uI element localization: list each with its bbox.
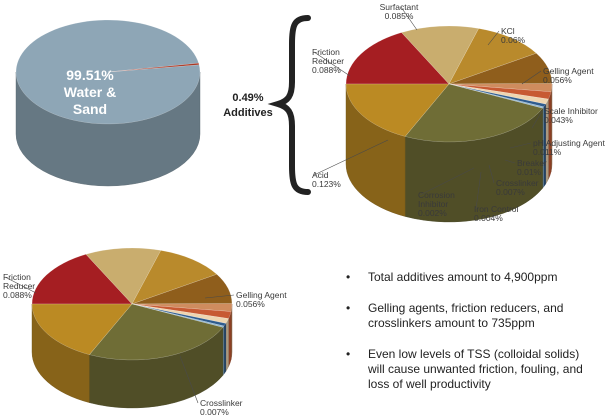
top-leader-surfactant bbox=[400, 6, 418, 31]
bottom-pie-side-iron-control bbox=[223, 322, 227, 375]
bottom-pie-slice-acid bbox=[88, 303, 224, 361]
top-label-crosslinker: Crosslinker bbox=[496, 178, 539, 188]
top-label-acid: Acid bbox=[312, 170, 329, 180]
bottom-pie-slice-corrosion-inhibitor bbox=[131, 303, 225, 328]
additives-label: Additives bbox=[223, 107, 273, 119]
bottom-pie-side-breaker bbox=[228, 311, 232, 367]
top-pie-slice-crosslinker bbox=[448, 83, 549, 105]
key-additives-pie bbox=[31, 247, 233, 409]
bottom-pie-slice-gelling-agent bbox=[131, 250, 218, 305]
top-label-friction-reducer: Reducer bbox=[312, 56, 344, 66]
bottom-pie-slice-ph-adjusting-agent bbox=[131, 303, 233, 312]
top-value-acid: 0.123% bbox=[312, 179, 341, 189]
bullet-dot-icon: • bbox=[346, 347, 351, 361]
bottom-label-gelling-agent: Gelling Agent bbox=[236, 290, 287, 300]
top-pie-slice-gelling-agent bbox=[448, 28, 537, 85]
top-value-friction-reducer: 0.088% bbox=[312, 65, 341, 75]
bottom-value-friction-reducer: 0.088% bbox=[3, 290, 32, 300]
top-value-iron-control: 0.004% bbox=[474, 213, 503, 223]
top-label-corrosion-inhibitor: Corrosion bbox=[418, 190, 455, 200]
top-leader-kcl bbox=[487, 30, 500, 46]
bottom-pie-slice-surfactant bbox=[31, 254, 133, 305]
bottom-pie-slice-iron-control bbox=[131, 303, 227, 327]
bullet-item: • Gelling agents, friction reducers, and … bbox=[336, 301, 598, 331]
bottom-pie-slice-scale-inhibitor bbox=[131, 274, 233, 305]
bottom-leader-friction-reducer bbox=[4, 276, 37, 294]
top-label-scale-inhibitor: Scale Inhibitor bbox=[544, 106, 598, 116]
top-pie-slice-iron-control bbox=[448, 83, 547, 108]
top-label-friction-reducer: Friction bbox=[312, 47, 340, 57]
top-pie-slice-corrosion-inhibitor bbox=[448, 83, 545, 109]
additives-breakdown-pie bbox=[345, 25, 553, 223]
top-pie-slice-scale-inhibitor bbox=[448, 52, 553, 85]
bullet-dot-icon: • bbox=[346, 270, 351, 284]
water-pie-slice-water-sand bbox=[15, 19, 201, 125]
bottom-value-crosslinker: 0.007% bbox=[200, 407, 229, 417]
top-value-surfactant: 0.085% bbox=[385, 11, 414, 21]
top-label-iron-control: Iron Control bbox=[474, 204, 519, 214]
top-leader-ph-adjusting-agent bbox=[509, 142, 532, 149]
top-label-surfactant: Surfactant bbox=[380, 2, 419, 12]
top-leader-scale-inhibitor bbox=[531, 110, 543, 129]
bullet-dot-icon: • bbox=[346, 301, 351, 315]
bottom-pie-slice-kcl bbox=[85, 247, 162, 305]
top-label-kcl: KCl bbox=[501, 26, 515, 36]
water-pie-labels: 99.51% Water & Sand 0.49% Additives bbox=[64, 67, 273, 119]
top-label-breaker: Breaker bbox=[517, 158, 547, 168]
top-value-corrosion-inhibitor: 0.002% bbox=[418, 208, 447, 218]
water-pie-slice-additives bbox=[107, 62, 200, 73]
bullet-text: Even low levels of TSS (colloidal solids… bbox=[368, 347, 583, 391]
water-sand-pct: 99.51% bbox=[66, 67, 114, 83]
top-value-gelling-agent: 0.056% bbox=[543, 75, 572, 85]
top-value-breaker: 0.01% bbox=[517, 167, 542, 177]
top-pie-slice-surfactant bbox=[345, 32, 450, 85]
top-leader-breaker bbox=[504, 159, 516, 164]
top-value-scale-inhibitor: 0.043% bbox=[544, 115, 573, 125]
bottom-pie-side-crosslinker bbox=[225, 318, 229, 373]
top-value-kcl: 0.06% bbox=[501, 35, 526, 45]
bottom-value-gelling-agent: 0.056% bbox=[236, 299, 265, 309]
top-pie-slice-acid bbox=[404, 83, 544, 143]
top-leader-iron-control bbox=[475, 171, 482, 210]
top-value-crosslinker: 0.007% bbox=[496, 187, 525, 197]
bottom-label-friction-reducer: Reducer bbox=[3, 281, 35, 291]
water-sand-label-line1: Water & bbox=[64, 84, 116, 100]
top-label-ph-adjusting-agent: pH Adjusting Agent bbox=[533, 138, 605, 148]
top-pie-slice-kcl bbox=[401, 25, 480, 85]
bottom-label-crosslinker: Crosslinker bbox=[200, 398, 243, 408]
water-sand-label-line2: Sand bbox=[73, 101, 107, 117]
bullet-item: • Total additives amount to 4,900ppm bbox=[336, 270, 598, 285]
top-leader-corrosion-inhibitor bbox=[419, 167, 475, 196]
bullet-text: Gelling agents, friction reducers, and c… bbox=[368, 301, 564, 330]
bullet-text: Total additives amount to 4,900ppm bbox=[368, 270, 558, 284]
top-leader-acid bbox=[313, 139, 389, 176]
bottom-leader-gelling-agent bbox=[204, 294, 235, 299]
top-leader-crosslinker bbox=[488, 164, 495, 184]
additives-pct: 0.49% bbox=[232, 92, 263, 104]
top-pie-slice-ph-adjusting-agent bbox=[448, 83, 553, 93]
curly-brace-icon bbox=[267, 15, 311, 195]
bottom-pie-slice-breaker bbox=[131, 303, 232, 319]
bottom-pie-slice-crosslinker bbox=[131, 303, 229, 324]
bottom-pie-slice-friction-reducer bbox=[31, 303, 133, 355]
top-leader-gelling-agent bbox=[521, 70, 542, 85]
top-label-gelling-agent: Gelling Agent bbox=[543, 66, 594, 76]
top-pie-slice-friction-reducer bbox=[345, 83, 450, 137]
bullet-item: • Even low levels of TSS (colloidal solid… bbox=[336, 347, 598, 392]
bottom-leader-crosslinker bbox=[179, 355, 199, 404]
top-leader-friction-reducer bbox=[313, 51, 351, 77]
top-pie-slice-breaker bbox=[448, 83, 552, 100]
water-additives-pie bbox=[15, 19, 201, 187]
bullet-list: • Total additives amount to 4,900ppm • Gel… bbox=[336, 270, 598, 408]
top-label-corrosion-inhibitor: Inhibitor bbox=[418, 199, 448, 209]
bottom-label-friction-reducer: Friction bbox=[3, 272, 31, 282]
top-value-ph-adjusting-agent: 0.011% bbox=[533, 147, 562, 157]
top-pie-side-breaker bbox=[548, 91, 552, 180]
